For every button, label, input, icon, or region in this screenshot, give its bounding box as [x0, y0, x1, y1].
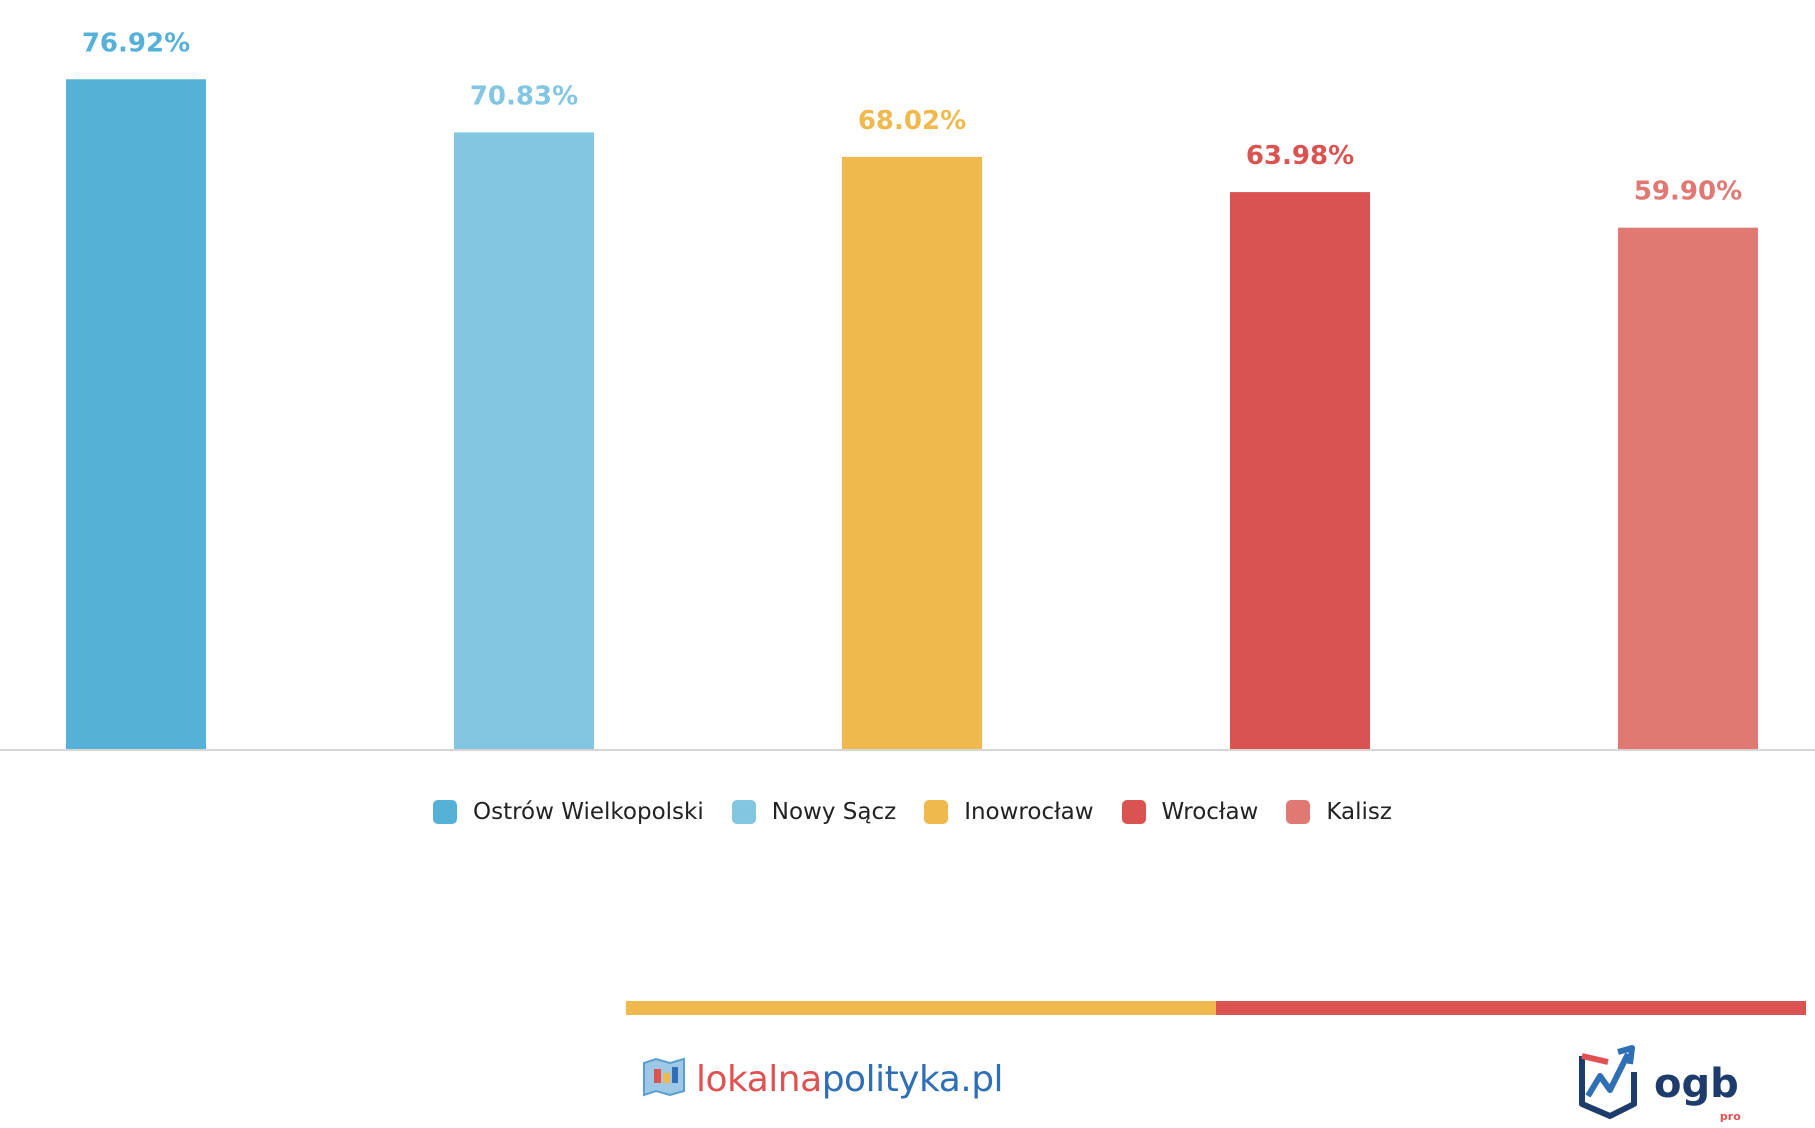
legend-item[interactable]: Wrocław	[1121, 799, 1259, 825]
brand-right-sub: pro	[1719, 1109, 1741, 1123]
bar-value-label-2: 68.02%	[858, 106, 966, 136]
legend-item[interactable]: Ostrów Wielkopolski	[433, 799, 704, 825]
legend-swatch	[924, 800, 949, 824]
ogb-logo: ogb pro	[1572, 1042, 1741, 1125]
chart-arrow-icon	[1572, 1042, 1644, 1125]
legend-swatch	[731, 800, 756, 824]
bar-value-label-0: 76.92%	[82, 28, 190, 58]
legend-item[interactable]: Nowy Sącz	[731, 799, 897, 825]
legend: Ostrów Wielkopolski Nowy Sącz Inowrocław Wr…	[0, 787, 1815, 837]
map-icon	[640, 1055, 688, 1104]
bar-4	[1618, 227, 1758, 750]
bar-2	[842, 156, 982, 750]
bar-value-label-3: 63.98%	[1246, 141, 1354, 171]
legend-item[interactable]: Inowrocław	[924, 799, 1094, 825]
bar-1	[454, 132, 594, 750]
bar-chart: 76.92% 70.83% 68.02% 63.98% 59.90%	[0, 28, 1815, 751]
bar-value-label-4: 59.90%	[1634, 177, 1742, 207]
bars	[66, 79, 1758, 751]
legend-label: Kalisz	[1326, 799, 1392, 825]
legend-item[interactable]: Kalisz	[1286, 799, 1392, 825]
footer-stripe-yellow	[626, 1001, 1216, 1015]
brand-left-text: lokalnapolityka.pl	[696, 1059, 1004, 1100]
legend-items: Ostrów Wielkopolski Nowy Sącz Inowrocław Wr…	[433, 799, 1392, 825]
lokalnapolityka-logo: lokalnapolityka.pl	[640, 1055, 1004, 1104]
legend-label: Nowy Sącz	[771, 799, 897, 825]
legend-label: Wrocław	[1161, 799, 1259, 825]
brand-right-text: ogb pro	[1654, 1060, 1741, 1123]
bar-value-label-1: 70.83%	[470, 81, 578, 111]
legend-label: Inowrocław	[964, 799, 1094, 825]
legend-swatch	[1286, 800, 1311, 824]
data-labels: 76.92% 70.83% 68.02% 63.98% 59.90%	[82, 28, 1742, 206]
bar-0	[66, 79, 206, 751]
footer-stripe-red	[1216, 1001, 1806, 1015]
legend-swatch	[433, 800, 457, 824]
legend-swatch	[1121, 800, 1146, 824]
bar-3	[1230, 192, 1370, 750]
legend-label: Ostrów Wielkopolski	[473, 799, 704, 825]
